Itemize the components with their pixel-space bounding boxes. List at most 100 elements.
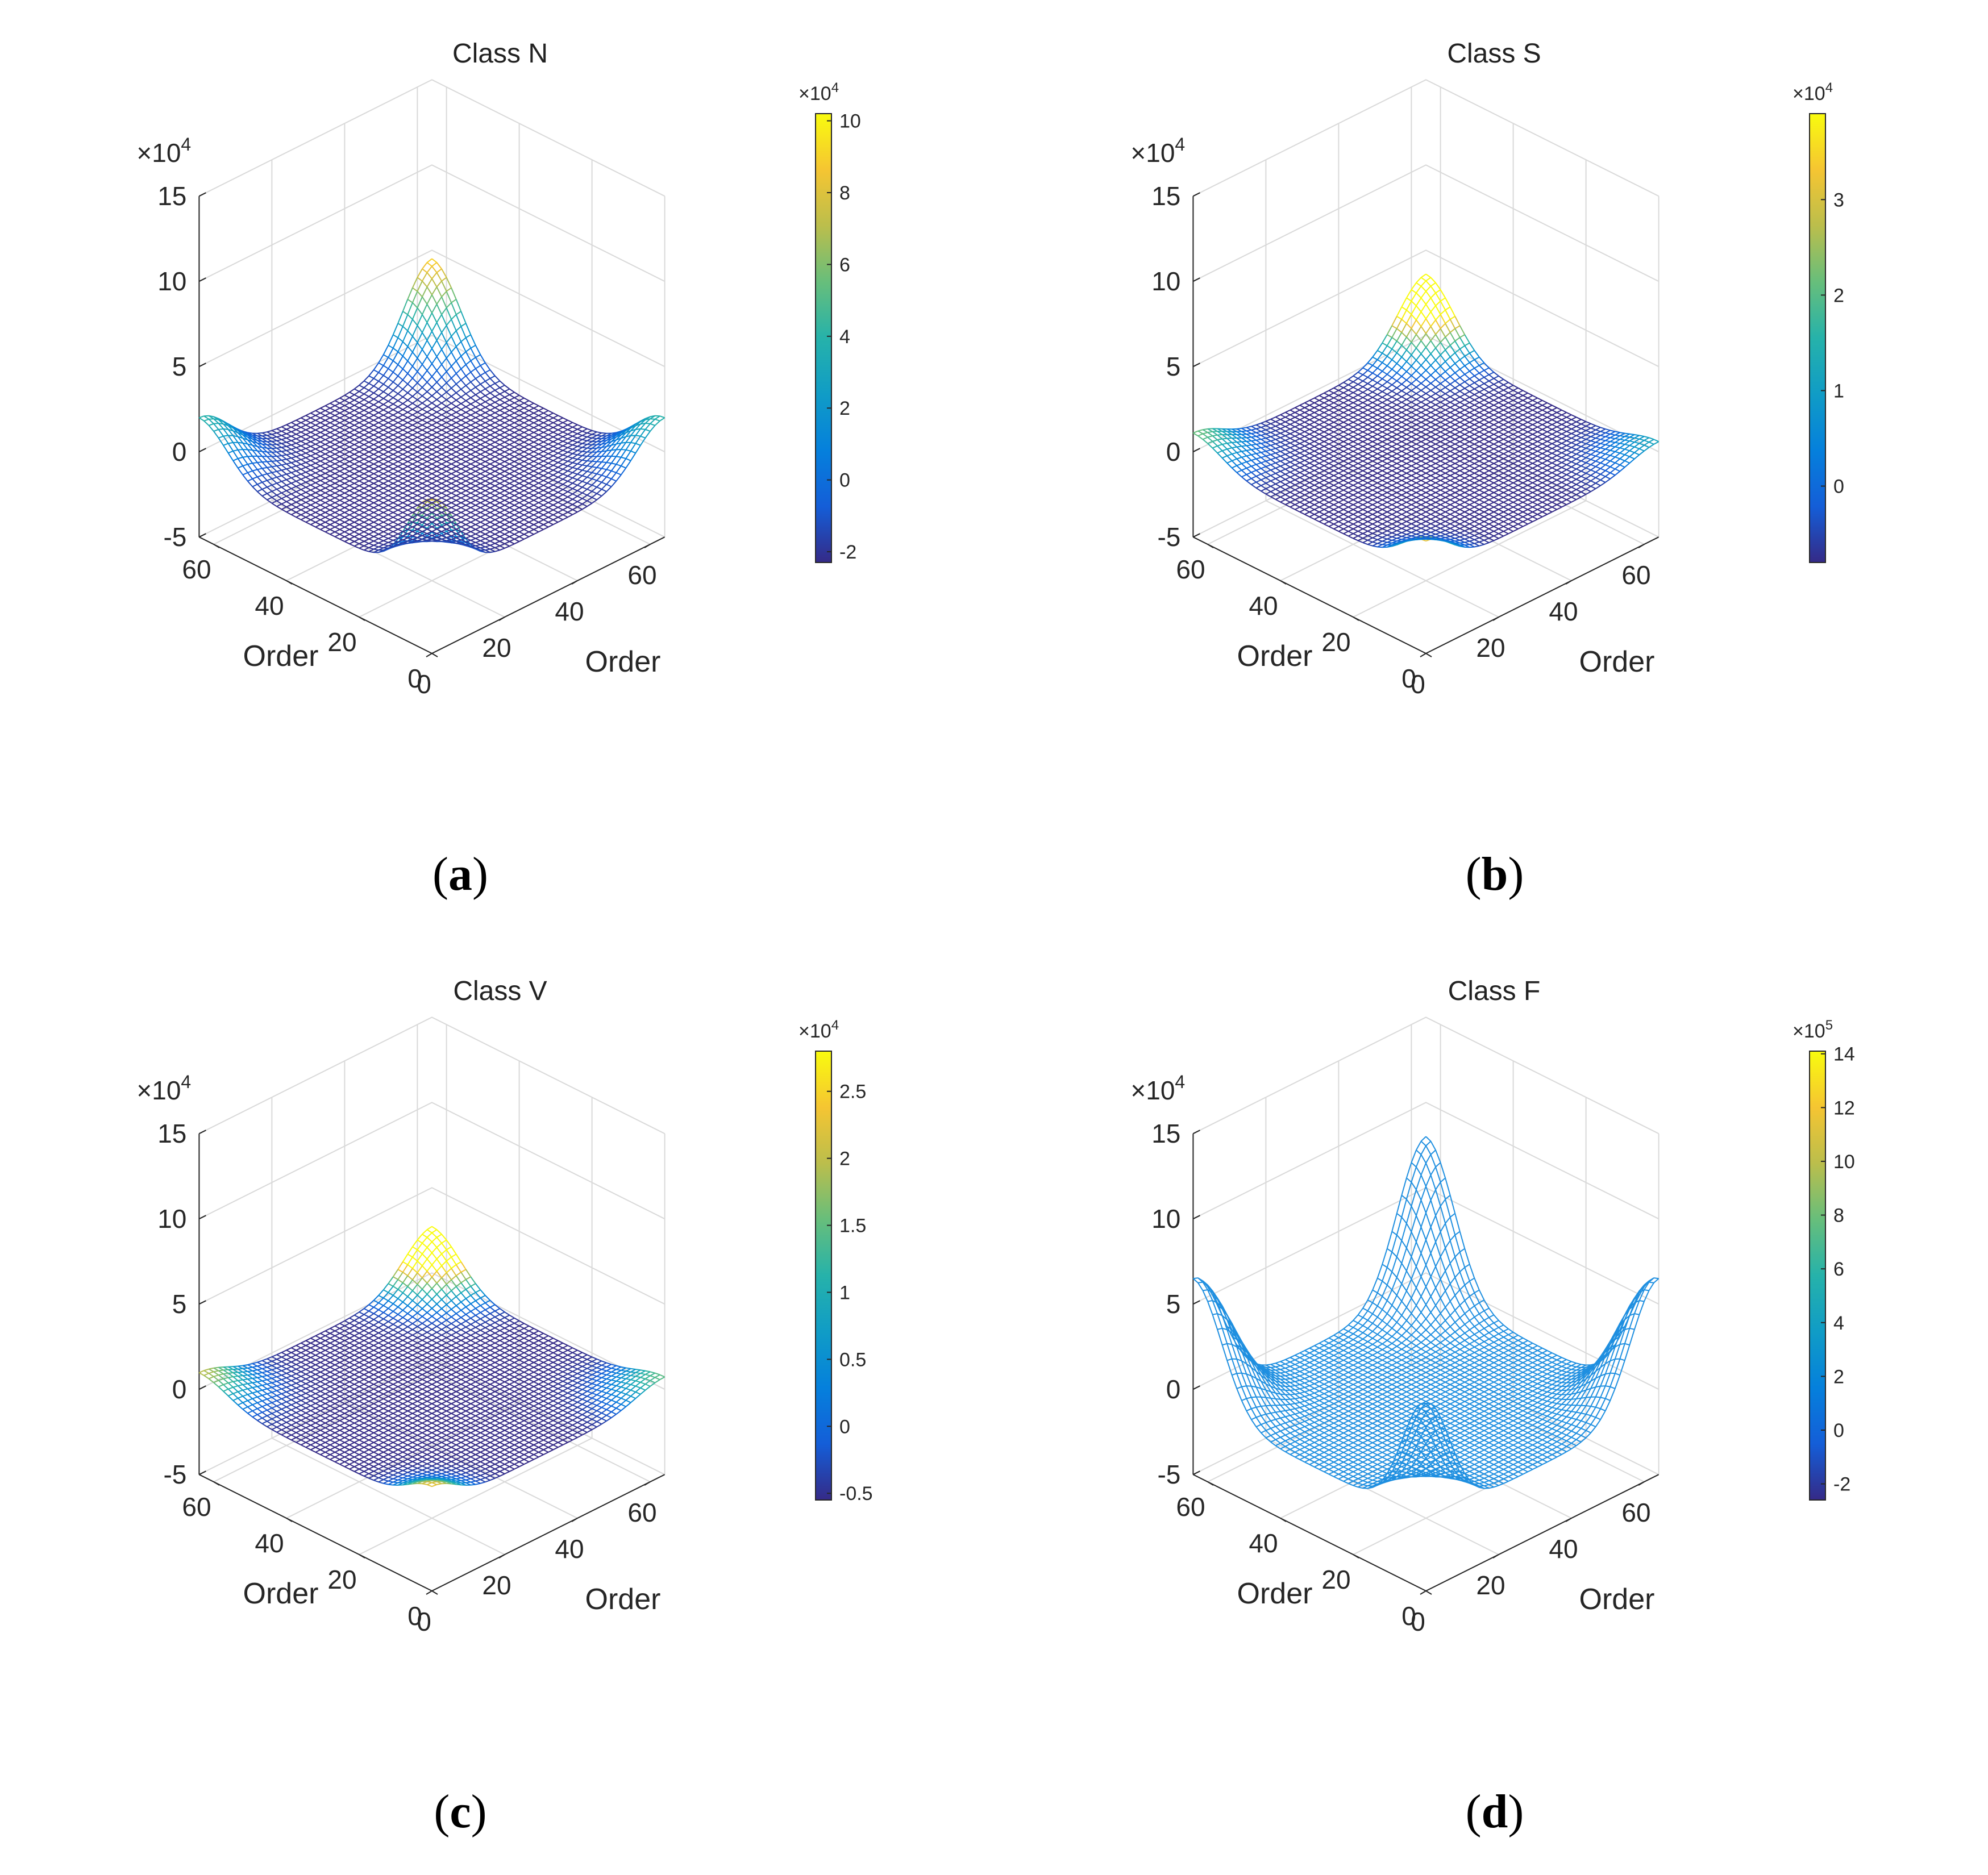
mesh-line [441,485,447,489]
mesh-line [344,480,350,484]
mesh-line [310,472,316,476]
mesh-line [519,522,525,526]
mesh-line [455,326,461,331]
mesh-line [485,519,490,523]
mesh-line [407,533,413,536]
mesh-line [382,357,389,366]
mesh-line [552,484,559,488]
mesh-line [426,411,432,415]
mesh-line [514,502,520,506]
mesh-line [344,536,350,540]
z-gridline [198,335,666,453]
mesh-line [334,432,340,436]
mesh-line [1503,533,1509,537]
mesh-line [388,368,394,373]
mesh-line [538,468,544,472]
mesh-line [465,397,471,402]
mesh-line [558,514,563,518]
mesh-line [489,427,496,431]
mesh-line [635,423,641,430]
mesh-line [519,531,525,535]
mesh-line [412,444,418,448]
mesh-line [349,451,355,455]
mesh-line [281,426,287,430]
mesh-line [630,428,636,432]
mesh-line [514,516,520,520]
mesh-line [611,436,617,440]
mesh-line [325,475,331,479]
mesh-line [480,362,486,366]
mesh-line [548,516,554,520]
mesh-line [364,427,369,431]
mesh-line [334,497,340,501]
mesh-line [422,436,427,440]
mesh-line [412,449,418,453]
mesh-line [552,465,559,468]
mesh-line [587,430,593,434]
mesh-line [412,409,418,413]
mesh-line [610,464,617,472]
mesh-line [305,448,311,452]
mesh-line [567,462,573,467]
mesh-line [354,466,360,470]
mesh-line [301,449,306,454]
mesh-line [456,453,461,457]
mesh-line [359,502,364,506]
mesh-line [485,424,490,428]
mesh-line [446,456,452,460]
mesh-line [407,432,413,436]
mesh-line [412,416,418,421]
mesh-line [509,476,515,480]
mesh-line [543,410,549,414]
mesh-line [272,436,277,439]
mesh-line [393,424,398,428]
mesh-line [378,540,384,544]
mesh-line [388,531,394,535]
mesh-line [456,509,461,513]
mesh-line [334,516,340,520]
mesh-line [485,441,490,445]
mesh-line [281,484,287,488]
mesh-line [489,470,496,474]
mesh-line [334,505,340,509]
mesh-line [417,538,423,541]
mesh-line [402,389,408,394]
mesh-line [388,476,394,480]
mesh-line [247,481,253,488]
mesh-line [373,432,379,436]
mesh-line [417,441,423,445]
mesh-line [543,499,549,503]
mesh-line [301,478,306,483]
mesh-line [339,459,345,463]
mesh-line [446,468,452,472]
mesh-line [397,531,404,535]
mesh-line [480,495,486,499]
mesh-line [407,298,413,303]
mesh-line [460,449,467,453]
mesh-line [286,511,292,515]
mesh-line [422,356,428,365]
mesh-line [514,536,520,540]
mesh-line [378,542,384,545]
mesh-line [475,536,481,539]
mesh-line [441,461,447,465]
mesh-line [296,511,302,515]
mesh-line [378,512,384,516]
mesh-line [509,449,515,453]
mesh-line [485,453,490,457]
mesh-line [315,470,321,474]
mesh-line [238,430,243,434]
mesh-line [548,492,554,496]
mesh-line [500,502,505,506]
mesh-line [504,407,510,411]
mesh-line [320,434,326,438]
mesh-line [465,451,471,455]
mesh-line [402,432,408,436]
mesh-line [645,416,651,419]
mesh-line [412,391,418,397]
mesh-line [441,490,447,494]
mesh-line [237,468,244,476]
mesh-line [393,542,398,545]
mesh-line [334,410,340,414]
mesh-line [315,419,321,423]
